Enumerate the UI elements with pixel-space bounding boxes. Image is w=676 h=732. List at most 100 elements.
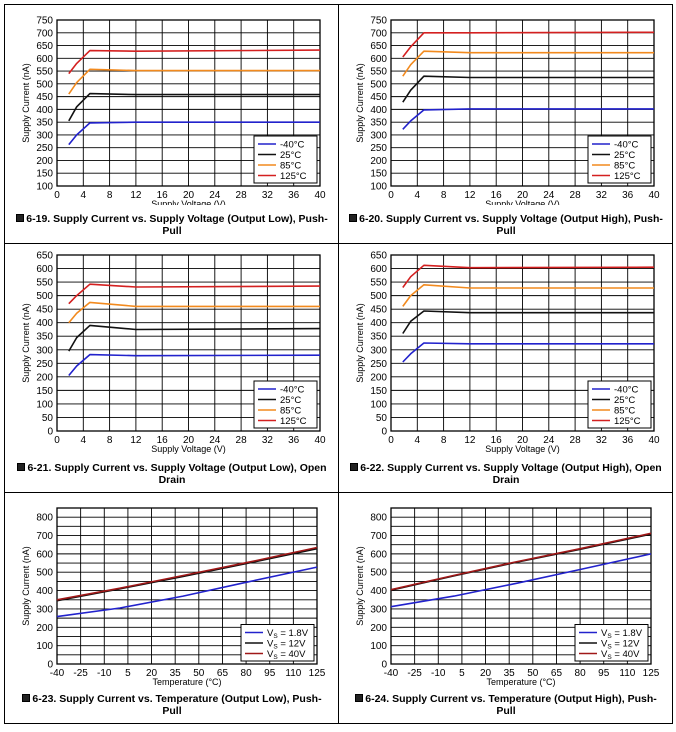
figure-cell-6-24: 0 100 200 300 400 500 600 700 800 -40 -25 -10 5 20 35 5…	[338, 492, 673, 724]
chart-6-24: 0 100 200 300 400 500 600 700 800 -40 -25 -10 5 20 35 5…	[355, 507, 660, 687]
legend-label: 125°C	[280, 416, 307, 427]
legend-label: 25°C	[614, 150, 635, 161]
x-tick-label: 95	[264, 668, 276, 679]
plot-frame	[390, 507, 652, 665]
series-line	[390, 553, 652, 608]
y-tick-label: 750	[370, 16, 387, 27]
x-tick-label: 40	[314, 190, 326, 201]
x-tick-label: 20	[183, 190, 195, 201]
y-tick-label: 250	[370, 359, 387, 370]
caption-6-21: 6-21. Supply Current vs. Supply Voltage …	[13, 462, 331, 486]
figure-caption: Supply Current vs. Supply Voltage (Outpu…	[387, 462, 662, 486]
legend-label: -40°C	[614, 385, 639, 396]
plot-frame	[56, 254, 321, 432]
figure-label: 6-19	[26, 213, 48, 225]
series-line	[68, 324, 321, 352]
y-tick-label: 400	[36, 318, 53, 329]
figure-cell-6-20: 100 150 200 250 300 350 400 450 500 550 600 650 700 7…	[338, 4, 673, 244]
figure-label: 6-23	[32, 693, 54, 705]
x-tick-label: 50	[193, 668, 205, 679]
x-tick-label: 32	[262, 190, 274, 201]
x-tick-label: 35	[170, 668, 182, 679]
y-axis-label: Supply Current (nA)	[355, 303, 365, 383]
y-tick-label: 600	[36, 264, 53, 275]
y-tick-label: 100	[36, 641, 53, 652]
figure-label: 6-20	[359, 213, 381, 225]
x-tick-label: 28	[236, 190, 248, 201]
y-tick-label: 200	[370, 623, 387, 634]
x-tick-label: 65	[217, 668, 229, 679]
y-tick-label: 700	[36, 531, 53, 542]
x-tick-label: 16	[491, 435, 503, 446]
figure-marker-icon	[350, 463, 359, 471]
x-tick-label: 125	[643, 668, 660, 679]
series-line	[402, 50, 654, 77]
legend-label: 25°C	[280, 150, 301, 161]
x-tick-label: 40	[648, 190, 660, 201]
figure-cell-6-19: 100 150 200 250 300 350 400 450 500 550 600 650 700 7…	[4, 4, 339, 244]
series-line	[68, 121, 320, 146]
x-tick-label: 24	[209, 435, 221, 446]
x-tick-label: 8	[107, 190, 113, 201]
x-tick-label: 0	[54, 190, 60, 201]
chart-6-22: 0501001502002503003504004505005506006500…	[355, 251, 660, 455]
x-tick-label: 0	[54, 435, 60, 446]
y-tick-label: 700	[36, 28, 53, 39]
y-tick-label: 550	[370, 278, 387, 289]
x-tick-label: 35	[504, 668, 516, 679]
y-tick-label: 450	[36, 92, 53, 103]
figure-caption: Supply Current vs. Supply Voltage (Outpu…	[53, 213, 328, 237]
series-line	[402, 31, 655, 58]
y-tick-label: 450	[370, 92, 387, 103]
y-tick-label: 650	[36, 41, 53, 52]
x-axis-label: Supply Voltage (V)	[151, 444, 226, 454]
x-tick-label: 110	[619, 668, 635, 679]
x-axis-label: Supply Voltage (V)	[151, 199, 226, 205]
y-tick-label: 750	[36, 16, 53, 27]
y-tick-label: 50	[376, 413, 388, 424]
x-tick-label: 12	[464, 190, 476, 201]
y-tick-label: 800	[370, 513, 387, 524]
y-tick-label: 0	[381, 427, 387, 438]
x-tick-label: 5	[459, 668, 465, 679]
y-axis-label: Supply Current (nA)	[355, 546, 365, 626]
y-tick-label: 500	[370, 79, 387, 90]
legend-label: 85°C	[614, 406, 635, 417]
figure-caption: Supply Current vs. Supply Voltage (Outpu…	[385, 213, 663, 237]
y-tick-label: 500	[36, 79, 53, 90]
y-tick-label: 100	[370, 399, 387, 410]
figure-label: 6-22	[360, 462, 382, 474]
y-tick-label: 100	[36, 182, 53, 193]
legend-label: VS = 12V	[601, 639, 640, 651]
y-tick-label: 150	[36, 386, 53, 397]
y-tick-label: 650	[36, 251, 53, 262]
plot-frame	[390, 19, 655, 187]
figure-marker-icon	[16, 214, 25, 222]
y-tick-label: 200	[370, 156, 387, 167]
caption-6-23: 6-23. Supply Current vs. Temperature (Ou…	[13, 693, 331, 717]
series-line	[68, 283, 321, 305]
x-tick-label: 20	[517, 435, 529, 446]
y-tick-label: 150	[36, 169, 53, 180]
y-tick-label: 250	[36, 143, 53, 154]
y-tick-label: 800	[36, 513, 53, 524]
y-tick-label: 550	[370, 67, 387, 78]
legend-label: 125°C	[614, 416, 641, 427]
x-tick-label: 8	[441, 190, 447, 201]
x-tick-label: 16	[491, 190, 503, 201]
figure-cell-6-21: 0 50 100 150 200 250 300 350 400 450 500 550 600 650 0…	[4, 243, 339, 493]
series-line	[402, 264, 655, 288]
x-tick-label: 28	[570, 435, 582, 446]
x-tick-label: 20	[480, 668, 492, 679]
x-tick-label: 4	[415, 435, 421, 446]
series-line	[390, 532, 652, 591]
legend-label: 25°C	[280, 395, 301, 406]
legend-label: 85°C	[280, 406, 301, 417]
legend-label: VS = 1.8V	[267, 628, 309, 640]
legend-label: 85°C	[614, 161, 635, 172]
figure-caption: Supply Current vs. Supply Voltage (Outpu…	[54, 462, 327, 486]
series-line	[68, 301, 320, 324]
y-tick-label: 250	[36, 359, 53, 370]
x-tick-label: 36	[288, 190, 300, 201]
